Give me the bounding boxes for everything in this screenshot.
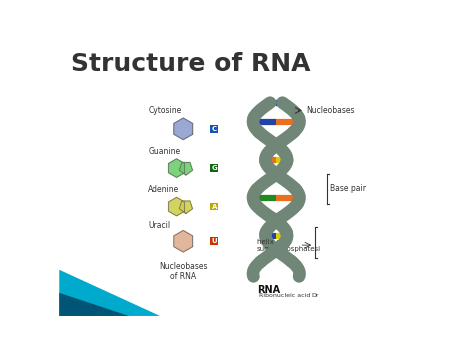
Text: Uracil: Uracil xyxy=(148,222,171,230)
Text: Guanine: Guanine xyxy=(148,147,181,156)
Text: Nucleobases: Nucleobases xyxy=(307,106,355,115)
Text: Nucleobases
of RNA: Nucleobases of RNA xyxy=(159,262,208,282)
FancyBboxPatch shape xyxy=(210,164,218,172)
Polygon shape xyxy=(59,270,160,316)
Text: Ribonucleic acid: Ribonucleic acid xyxy=(259,293,310,298)
Text: C: C xyxy=(212,126,217,132)
Text: Dr: Dr xyxy=(311,293,319,298)
Polygon shape xyxy=(174,118,192,140)
Text: Cytosine: Cytosine xyxy=(148,106,182,115)
Text: A: A xyxy=(211,204,217,209)
FancyBboxPatch shape xyxy=(210,125,218,133)
Text: G: G xyxy=(211,165,217,171)
Text: helix of
sugar-phosphatesi: helix of sugar-phosphatesi xyxy=(257,239,321,252)
Text: U: U xyxy=(211,238,217,244)
Polygon shape xyxy=(174,230,192,252)
Text: Adenine: Adenine xyxy=(148,185,180,194)
Polygon shape xyxy=(59,293,129,316)
FancyBboxPatch shape xyxy=(210,203,218,211)
Text: RNA: RNA xyxy=(257,285,280,295)
Text: Base pair: Base pair xyxy=(330,184,366,193)
Text: Structure of RNA: Structure of RNA xyxy=(71,52,310,76)
Polygon shape xyxy=(179,163,192,175)
Polygon shape xyxy=(169,159,185,178)
Polygon shape xyxy=(169,197,185,216)
Polygon shape xyxy=(179,201,192,214)
FancyBboxPatch shape xyxy=(210,237,218,245)
